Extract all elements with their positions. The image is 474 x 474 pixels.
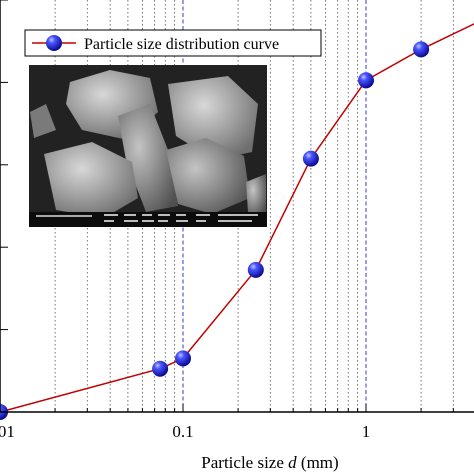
x-axis-title-prefix: Particle size [201,453,288,472]
particle-shape [168,76,258,160]
data-point [247,261,264,278]
x-tick-label: 1 [362,422,371,441]
particle-shape [30,104,56,138]
x-axis-title-variable: d [288,453,297,472]
particle-shape [166,138,250,214]
data-point [152,360,169,377]
x-axis-title-suffix: (mm) [297,453,339,472]
x-axis-title: Particle size d (mm) [201,453,338,472]
inset-info-text [104,214,258,222]
x-tick-label: 0.1 [172,422,193,441]
particle-shape [44,142,138,218]
particle-shape [246,174,266,214]
data-point [175,350,191,367]
sem-inset-image [29,65,267,227]
data-point [413,41,430,58]
particle-shape [118,104,178,212]
legend-marker [46,35,62,51]
legend-label: Particle size distribution curve [84,36,279,53]
series-layer [0,23,474,420]
plot-frame [0,0,474,413]
legend: Particle size distribution curve [24,29,322,57]
data-point [302,150,319,167]
data-point [358,72,374,89]
x-tick-label: 0.01 [0,422,15,441]
